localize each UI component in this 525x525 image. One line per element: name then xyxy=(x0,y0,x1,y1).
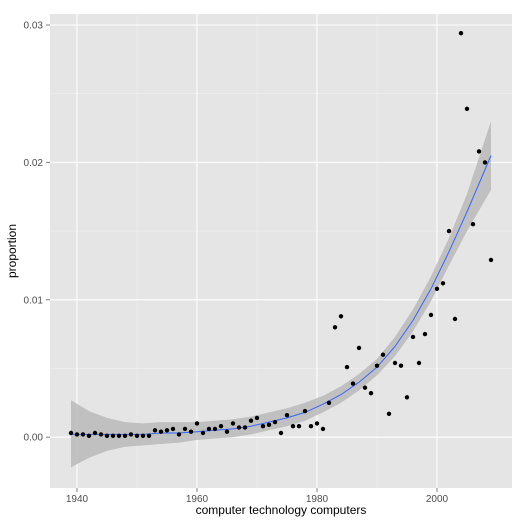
y-axis-ticks: 0.00 0.01 0.02 0.03 xyxy=(24,20,50,444)
data-point xyxy=(272,419,278,425)
data-point xyxy=(74,432,80,437)
plot-panel xyxy=(50,14,512,488)
data-point xyxy=(158,429,164,434)
data-point xyxy=(350,381,356,386)
data-point xyxy=(242,425,248,430)
y-axis-title: proportion xyxy=(5,224,19,278)
data-point xyxy=(332,325,338,330)
data-points xyxy=(68,31,494,438)
data-point xyxy=(410,334,416,340)
data-point xyxy=(170,426,176,432)
data-point xyxy=(434,286,440,291)
x-tick-label: 1940 xyxy=(66,494,89,505)
x-axis-title: computer technology computers xyxy=(196,503,367,517)
data-point xyxy=(110,433,116,438)
data-point xyxy=(362,385,368,390)
data-point xyxy=(206,426,212,432)
data-point xyxy=(86,433,92,438)
y-tick-label: 0.03 xyxy=(24,20,44,31)
data-point xyxy=(314,421,320,426)
data-point xyxy=(182,426,188,432)
data-point xyxy=(254,415,260,421)
data-point xyxy=(320,426,326,432)
data-point xyxy=(80,432,86,437)
smooth-line xyxy=(71,155,492,435)
data-point xyxy=(476,149,482,154)
data-point xyxy=(446,228,452,234)
y-tick-label: 0.02 xyxy=(24,158,44,169)
data-point xyxy=(344,364,350,370)
data-point xyxy=(260,424,266,429)
x-tick-label: 2000 xyxy=(426,494,449,505)
minor-grid xyxy=(50,14,512,488)
data-point xyxy=(464,106,470,112)
y-tick-label: 0.01 xyxy=(24,295,44,306)
data-point xyxy=(338,314,344,319)
data-point xyxy=(416,360,422,366)
data-point xyxy=(422,331,428,337)
data-point xyxy=(92,430,98,436)
data-point xyxy=(152,428,158,433)
data-point xyxy=(380,352,386,357)
data-point xyxy=(266,422,272,427)
data-point xyxy=(278,430,284,436)
data-point xyxy=(200,430,206,436)
data-point xyxy=(188,429,194,434)
data-point xyxy=(356,345,362,351)
data-point xyxy=(176,432,182,437)
data-point xyxy=(296,424,302,429)
data-point xyxy=(128,432,134,437)
data-point xyxy=(404,395,410,400)
data-point xyxy=(392,360,398,366)
data-point xyxy=(482,160,488,165)
data-point xyxy=(452,316,458,322)
data-point xyxy=(212,426,218,432)
data-point xyxy=(488,257,494,263)
data-point xyxy=(140,433,146,438)
data-point xyxy=(290,424,296,429)
data-point xyxy=(164,428,170,433)
data-point xyxy=(122,433,128,438)
data-point xyxy=(470,222,476,227)
data-point xyxy=(194,421,200,426)
data-point xyxy=(326,400,332,405)
data-point xyxy=(284,413,290,418)
data-point xyxy=(368,391,374,396)
data-point xyxy=(104,433,110,438)
data-point xyxy=(218,424,224,429)
x-tick-label: 1980 xyxy=(306,494,329,505)
data-point xyxy=(224,429,230,434)
data-point xyxy=(248,418,254,423)
data-point xyxy=(458,31,464,36)
data-point xyxy=(230,421,236,426)
data-point xyxy=(68,430,74,436)
data-point xyxy=(134,433,140,438)
y-tick-label: 0.00 xyxy=(24,433,44,444)
data-point xyxy=(116,433,122,438)
data-point xyxy=(302,408,308,414)
data-point xyxy=(308,424,314,429)
data-point xyxy=(398,363,404,368)
confidence-ribbon xyxy=(71,121,491,468)
data-point xyxy=(428,312,434,318)
data-point xyxy=(146,433,152,438)
x-tick-label: 1960 xyxy=(186,494,209,505)
data-point xyxy=(440,281,446,286)
x-axis-ticks: 1940 1960 1980 2000 xyxy=(66,488,449,505)
data-point xyxy=(386,411,392,416)
data-point xyxy=(236,425,242,430)
data-point xyxy=(374,363,380,368)
data-point xyxy=(98,432,104,437)
